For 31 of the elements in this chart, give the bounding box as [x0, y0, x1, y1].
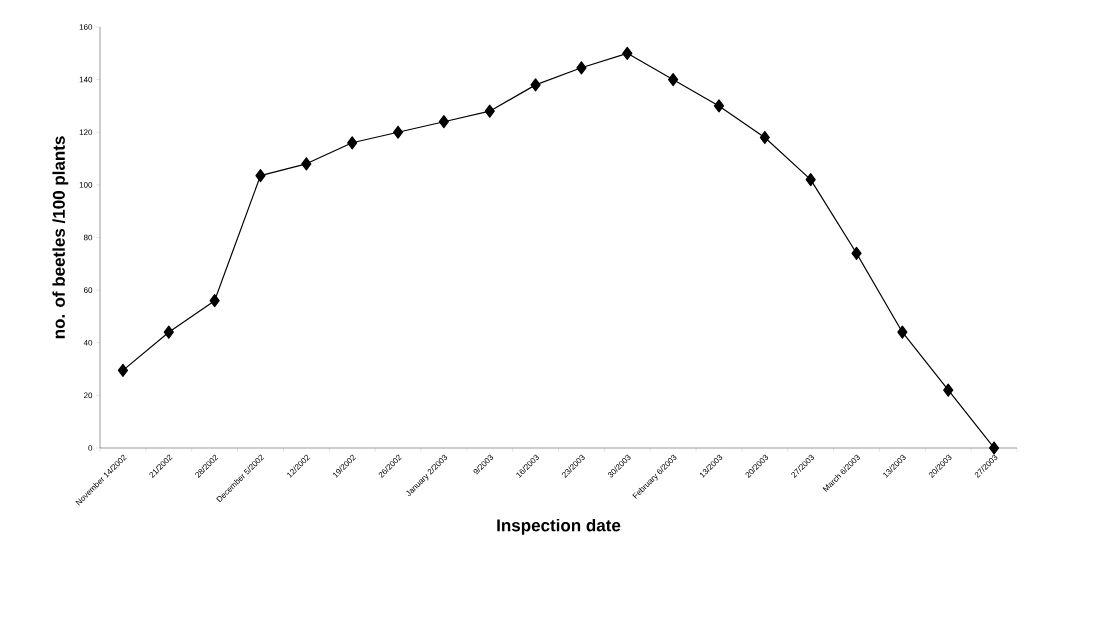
- point: [759, 130, 770, 145]
- x-axis-title: Inspection date: [497, 518, 621, 535]
- point: [438, 115, 449, 129]
- point: [897, 325, 908, 339]
- point: [255, 169, 266, 183]
- point: [484, 104, 495, 118]
- y-tick-label: 0: [88, 445, 93, 451]
- point: [301, 157, 312, 171]
- point: [988, 441, 1000, 455]
- point: [209, 294, 220, 308]
- y-tick-label: 20: [83, 392, 93, 399]
- point: [713, 99, 725, 113]
- point: [576, 61, 587, 75]
- point: [163, 325, 174, 339]
- y-axis-title: no. of beetles /100 plants: [52, 136, 69, 339]
- point: [347, 136, 358, 150]
- y-tick-label: 40: [83, 339, 93, 346]
- y-tick-label: 60: [83, 287, 93, 293]
- point: [392, 125, 404, 139]
- y-tick-label: 100: [79, 182, 93, 188]
- y-tick-label: 120: [79, 129, 93, 136]
- point: [943, 383, 954, 397]
- point: [805, 173, 816, 187]
- point: [117, 363, 129, 377]
- y-tick-label: 140: [79, 76, 93, 83]
- y-tick-label: 160: [79, 24, 93, 30]
- y-tick-label: 80: [83, 234, 93, 241]
- point: [530, 78, 541, 92]
- point: [851, 246, 862, 260]
- point: [668, 73, 679, 87]
- point: [622, 46, 633, 60]
